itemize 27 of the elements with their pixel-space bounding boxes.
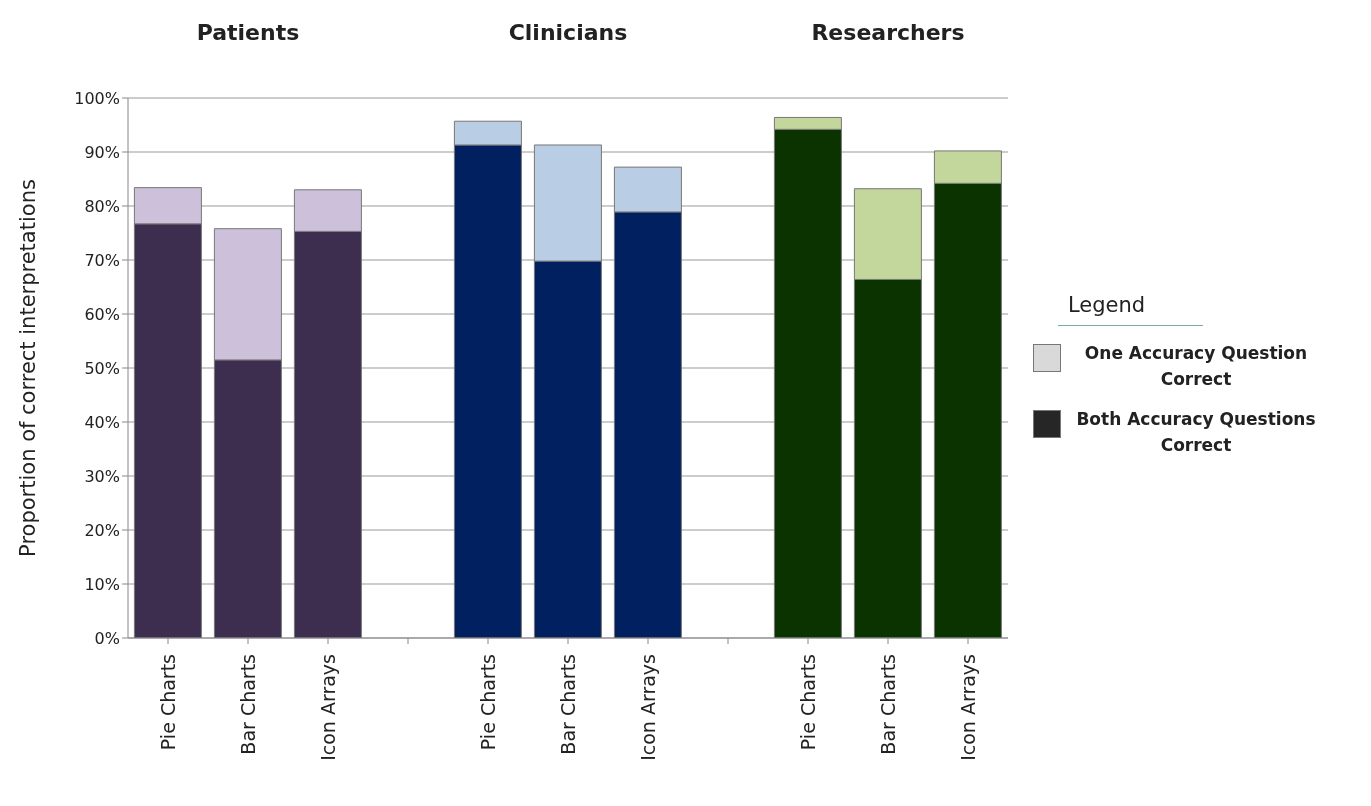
y-axis-title: Proportion of correct interpretations (16, 179, 41, 557)
x-tick-label: Pie Charts (797, 654, 819, 751)
x-tick-label: Icon Arrays (317, 654, 339, 761)
text: One Accuracy Question Correct (1083, 342, 1309, 391)
x-tick-label: Bar Charts (557, 654, 579, 755)
y-tick-label: 40% (84, 412, 120, 432)
y-tick-label: 20% (84, 520, 120, 540)
legend-title: Legend (1058, 293, 1203, 326)
x-tick-label: Pie Charts (157, 654, 179, 751)
x-tick-label: Pie Charts (477, 654, 499, 751)
y-tick-label: 80% (84, 196, 120, 216)
x-tick-label: Bar Charts (237, 654, 259, 755)
y-tick-label: 10% (84, 574, 120, 594)
y-tick-label: 100% (74, 88, 120, 108)
text: Patients (195, 20, 301, 45)
y-tick-label: 50% (84, 358, 120, 378)
y-tick-label: 60% (84, 304, 120, 324)
y-tick-label: 70% (84, 250, 120, 270)
y-tick-label: 30% (84, 466, 120, 486)
x-tick-label: Bar Charts (877, 654, 899, 755)
text: Clinicians (507, 20, 629, 45)
x-tick-label: Icon Arrays (637, 654, 659, 761)
x-tick-label: Icon Arrays (957, 654, 979, 761)
text: Both Accuracy Questions Correct (1075, 408, 1317, 457)
y-tick-label: 90% (84, 142, 120, 162)
text: Researchers (810, 20, 966, 45)
y-tick-label: 0% (94, 628, 120, 648)
